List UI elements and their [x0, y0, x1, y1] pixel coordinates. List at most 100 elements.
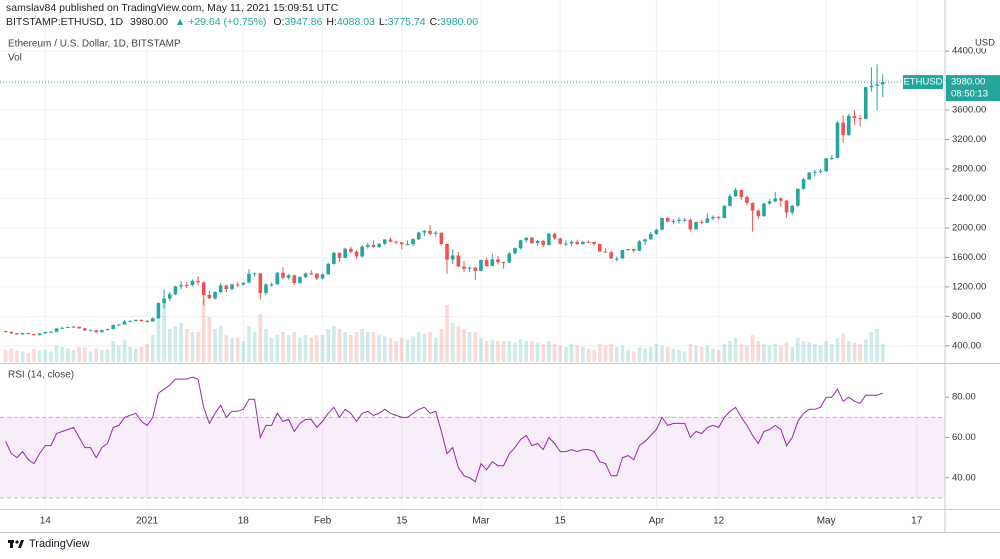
volume-bar — [575, 345, 579, 362]
volume-bar — [643, 348, 647, 362]
rsi-line — [5, 376, 883, 483]
candle-body — [863, 87, 868, 119]
volume-bar — [581, 347, 585, 362]
candle-body — [852, 115, 857, 119]
candle-body — [20, 333, 25, 335]
candle-body — [292, 275, 297, 283]
candle-body — [671, 220, 676, 222]
volume-bar — [298, 338, 302, 362]
candle-body — [711, 216, 715, 219]
volume-bar — [462, 329, 466, 362]
volume-bar — [824, 341, 828, 362]
candle-body — [762, 203, 766, 217]
candle-body — [60, 327, 65, 329]
volume-bar — [100, 350, 104, 362]
volume-bar — [756, 341, 761, 362]
candle-body — [490, 259, 495, 266]
volume-bar — [733, 338, 738, 362]
volume-bar — [139, 347, 144, 362]
volume-bar — [660, 345, 664, 362]
candle-body — [77, 326, 82, 329]
candle-body — [598, 243, 602, 252]
volume-bar — [122, 339, 127, 362]
candle-body — [247, 273, 251, 283]
candle-body — [722, 205, 727, 218]
volume-bar — [433, 338, 438, 362]
volume-bar — [252, 332, 257, 362]
volume-bar — [145, 344, 149, 362]
candle-body — [450, 255, 455, 260]
volume-bar — [654, 344, 659, 362]
volume-bar — [564, 347, 568, 362]
candle-body — [530, 237, 534, 244]
candle-body — [207, 294, 212, 299]
x-tick-label: 18 — [238, 516, 250, 527]
candle-body — [830, 157, 834, 159]
volume-bar — [247, 326, 251, 362]
candle-body — [552, 233, 557, 239]
candle-body — [790, 205, 795, 213]
volume-bar — [111, 341, 115, 362]
candle-body — [105, 329, 110, 331]
last-price: 3980.00 — [130, 16, 168, 28]
candle-body — [66, 327, 70, 329]
volume-bar — [292, 332, 297, 362]
indicator-title: RSI (14, close) — [8, 370, 74, 381]
volume-bar — [26, 353, 31, 362]
candle-body — [71, 326, 76, 328]
volume-bar — [71, 350, 76, 362]
candle-body — [739, 190, 744, 197]
x-tick-label: 14 — [40, 516, 52, 527]
volume-bar — [15, 350, 19, 362]
candle-body — [377, 243, 381, 247]
volume-bar — [813, 344, 817, 362]
candle-body — [796, 188, 800, 206]
candle-body — [518, 240, 523, 249]
volume-bar — [235, 338, 240, 362]
candle-body — [349, 248, 353, 252]
candle-body — [847, 115, 851, 136]
volume-bar — [167, 329, 172, 362]
volume-bar — [230, 338, 234, 362]
symbol-tag-label: ETHUSD — [903, 77, 942, 88]
candle-body — [841, 122, 845, 136]
candle-body — [462, 266, 466, 269]
volume-bar — [716, 350, 721, 362]
candle-body — [507, 253, 512, 263]
candle-body — [643, 239, 647, 242]
volume-bar — [275, 335, 280, 362]
volume-bar — [320, 335, 325, 362]
ohlc-label: H: — [326, 16, 337, 28]
candle-body — [779, 198, 783, 201]
candle-body — [100, 330, 104, 333]
candle-body — [433, 232, 438, 234]
candle-body — [54, 328, 59, 332]
candle-body — [184, 285, 189, 287]
volume-bar — [479, 338, 483, 362]
x-tick-label: 12 — [713, 516, 725, 527]
candle-body — [388, 239, 393, 242]
unit-label: USD — [975, 38, 995, 49]
volume-bar — [377, 335, 381, 362]
candle-body — [411, 239, 415, 245]
volume-bar — [456, 326, 461, 362]
x-tick-label: 17 — [911, 516, 923, 527]
candle-body — [264, 284, 268, 293]
x-tick-label: Feb — [314, 516, 332, 527]
volume-bar — [841, 333, 845, 362]
symbol-line: BITSTAMP:ETHUSD, 1D 3980.00 ▲ +29.64 (+0… — [6, 16, 482, 28]
candle-body — [422, 230, 427, 233]
candle-body — [813, 171, 817, 173]
candle-body — [614, 258, 619, 260]
candle-body — [201, 282, 206, 295]
y-tick-label: 80.00 — [952, 392, 976, 403]
volume-bar — [405, 339, 410, 362]
volume-bar — [592, 350, 596, 362]
candle-body — [875, 84, 879, 86]
volume-bar — [354, 332, 359, 362]
candle-body — [694, 222, 698, 230]
volume-bar — [88, 351, 93, 362]
volume-bar — [705, 345, 710, 362]
volume-bar — [569, 344, 574, 362]
candle-body — [337, 252, 342, 258]
